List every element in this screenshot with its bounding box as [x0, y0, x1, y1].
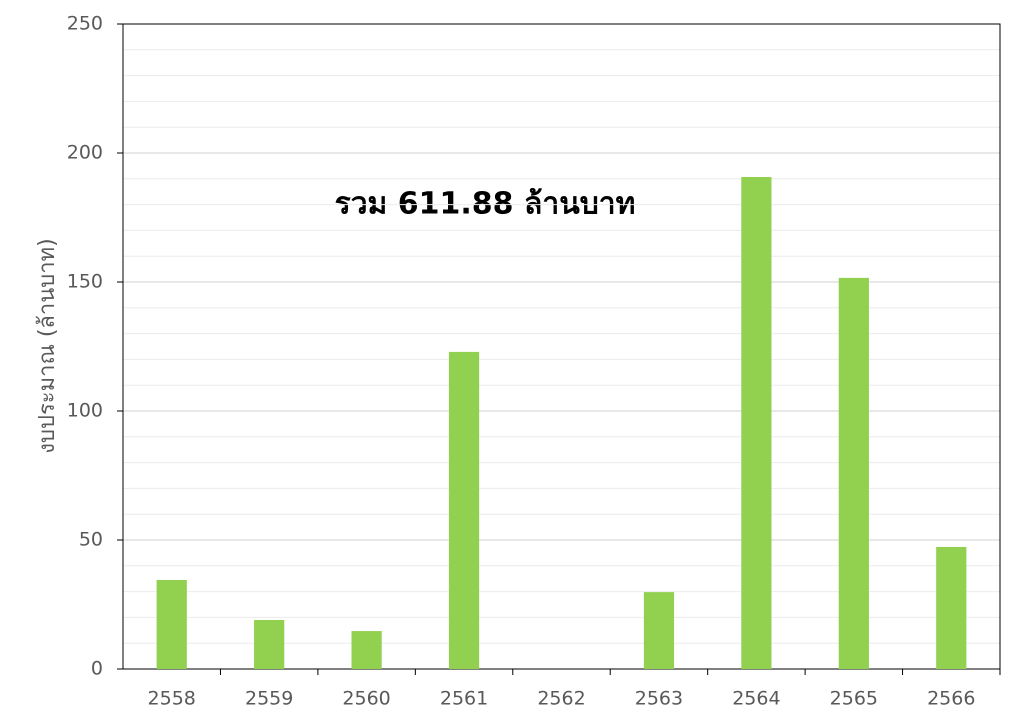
bar [254, 619, 285, 669]
annotation: รวม 611.88 ล้านบาท [335, 187, 636, 222]
x-tick-label: 2559 [245, 688, 293, 710]
x-tick-label: 2560 [342, 688, 390, 710]
x-tick-label: 2558 [148, 688, 196, 710]
bar [156, 579, 187, 669]
bar [936, 546, 967, 669]
x-tick-label: 2564 [732, 688, 780, 710]
y-tick-label: 50 [79, 529, 103, 551]
bar [741, 176, 772, 669]
x-tick-label: 2561 [440, 688, 488, 710]
bar [448, 351, 480, 669]
y-tick-label: 0 [91, 658, 103, 680]
bar [643, 592, 675, 669]
bar [838, 277, 869, 669]
x-tick-label: 2562 [537, 688, 585, 710]
x-tick-label: 2566 [927, 688, 975, 710]
y-tick-label: 150 [67, 271, 103, 293]
x-tick-label: 2565 [830, 688, 878, 710]
y-axis-label: งบประมาณ (ล้านบาท) [35, 238, 60, 453]
y-tick-label: 250 [67, 13, 103, 35]
y-tick-label: 100 [67, 400, 103, 422]
bar [351, 631, 382, 669]
x-tick-label: 2563 [635, 688, 683, 710]
y-tick-label: 200 [67, 142, 103, 164]
plot-frame [122, 23, 1001, 670]
